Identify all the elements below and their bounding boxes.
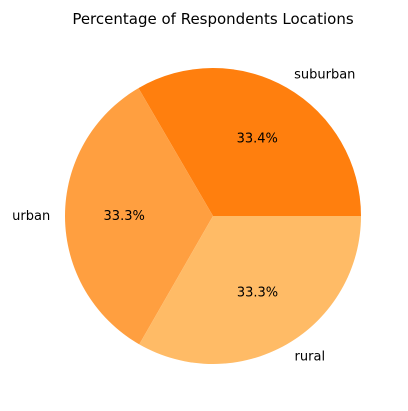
pie-slice-rural — [139, 216, 361, 365]
pie-slice-suburban — [138, 67, 361, 216]
pie-slice-urban — [64, 88, 213, 345]
pie-value-label-suburban: 33.4% — [237, 132, 278, 147]
pie-value-label-rural: 33.3% — [237, 285, 278, 300]
pie-category-label-urban: urban — [12, 209, 50, 224]
pie-category-label-suburban: suburban — [294, 67, 355, 82]
chart-title: Percentage of Respondents Locations — [72, 10, 354, 28]
pie-category-label-rural: rural — [295, 349, 326, 364]
pie-labels: 33.4% suburban 33.3% urban 33.3% rural — [12, 67, 355, 364]
pie-value-label-urban: 33.3% — [104, 209, 145, 224]
pie-slices — [64, 67, 361, 365]
